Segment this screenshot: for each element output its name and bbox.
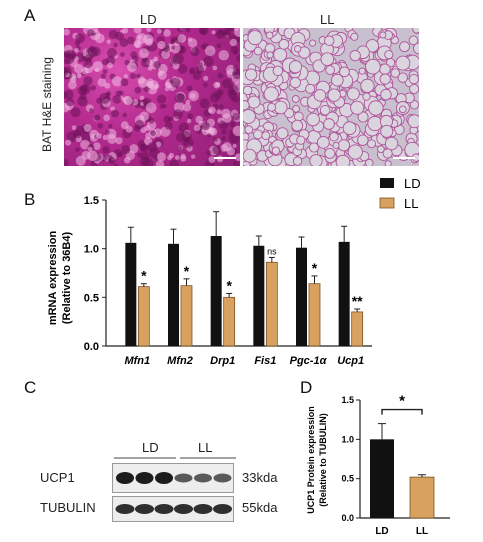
blot-group-ll: LL [198, 440, 213, 455]
histology-ll-label: LL [320, 12, 335, 27]
b-y-label: mRNA expression [47, 231, 59, 326]
histology-image-ll [243, 28, 419, 166]
b-bar-ld [168, 243, 179, 346]
blot-tubulin-bands [115, 504, 232, 514]
b-significance: * [312, 260, 318, 276]
b-x-tick-label: Mfn1 [124, 355, 150, 367]
b-y-tick-label: 1.5 [84, 195, 99, 207]
b-bar-ll [308, 283, 321, 347]
b-significance: ** [352, 293, 363, 309]
b-bar-ll [180, 285, 193, 347]
b-bar-ll [351, 311, 364, 347]
histology-y-label: BAT H&E staining [40, 57, 54, 152]
blot-tubulin [112, 496, 234, 522]
b-x-tick-label: Ucp1 [337, 355, 364, 367]
b-significance: * [141, 268, 147, 284]
b-y-tick-label: 1.0 [84, 244, 99, 256]
b-bar-ld [125, 242, 137, 346]
blot-group-ld: LD [142, 440, 159, 455]
b-y-tick-label: 0.5 [84, 292, 99, 304]
d-significance: * [399, 393, 405, 410]
b-y-label-2: (Relative to 36B4) [61, 232, 73, 325]
histology-image-ld [64, 28, 240, 166]
b-bar-ll [223, 296, 236, 347]
b-bar-ld [253, 245, 265, 346]
histology-texture-ld [64, 28, 240, 166]
blot-group-lines [114, 457, 236, 459]
blot-row-ucp1-label: UCP1 [40, 470, 75, 485]
d-y-tick-label: 1.0 [341, 434, 354, 444]
mrna-expression-chart: 0.0 0.5 1.0 1.5 mRNA expression (Relative to … [47, 176, 421, 367]
panel-c-letter: C [24, 378, 37, 397]
d-y-tick-label: 0.0 [341, 513, 354, 523]
d-y-label-2: (Relative to TUBULIN) [318, 413, 328, 507]
panel-b-letter: B [24, 190, 36, 209]
d-x-tick-label: LL [416, 526, 428, 537]
b-x-tick-label: Pgc-1α [290, 355, 328, 367]
d-y-tick-label: 1.5 [341, 395, 354, 405]
blot-row-tubulin-size: 55kda [242, 500, 278, 515]
b-legend-label-ll: LL [404, 196, 418, 211]
b-bar-ld [210, 236, 222, 346]
blot-row-ucp1-size: 33kda [242, 470, 278, 485]
d-bar-ll [409, 476, 435, 519]
histology-texture-ll [243, 28, 419, 166]
ucp1-protein-chart: 0.0 0.5 1.0 1.5 UCP1 Protein expression (Rela… [306, 393, 450, 537]
panel-a-letter: A [24, 6, 36, 25]
b-x-tick-label: Drp1 [210, 355, 235, 367]
b-bar-ld [338, 241, 350, 346]
b-significance: ns [267, 246, 277, 256]
blot-ucp1 [112, 463, 234, 493]
b-legend-swatch-ll [379, 197, 395, 209]
histology-ld-label: LD [140, 12, 157, 27]
b-bar-ld [296, 247, 307, 346]
b-significance: * [184, 263, 190, 279]
b-significance: * [226, 277, 232, 293]
b-legend-label-ld: LD [404, 176, 421, 191]
d-significance-bracket [381, 408, 423, 415]
b-bar-ll [137, 286, 150, 347]
b-bar-ll [265, 261, 278, 347]
d-x-tick-label: LD [375, 526, 388, 537]
b-y-tick-label: 0.0 [84, 341, 99, 353]
d-y-tick-label: 0.5 [341, 474, 354, 484]
panel-d-letter: D [300, 378, 313, 397]
b-legend-swatch-ld [380, 178, 394, 188]
blot-ucp1-bands [116, 472, 232, 484]
d-y-label: UCP1 Protein expression [306, 406, 316, 514]
blot-row-tubulin-label: TUBULIN [40, 500, 96, 515]
d-bar-ld [370, 439, 394, 518]
b-x-tick-label: Fis1 [254, 355, 276, 367]
b-x-tick-label: Mfn2 [167, 355, 193, 367]
